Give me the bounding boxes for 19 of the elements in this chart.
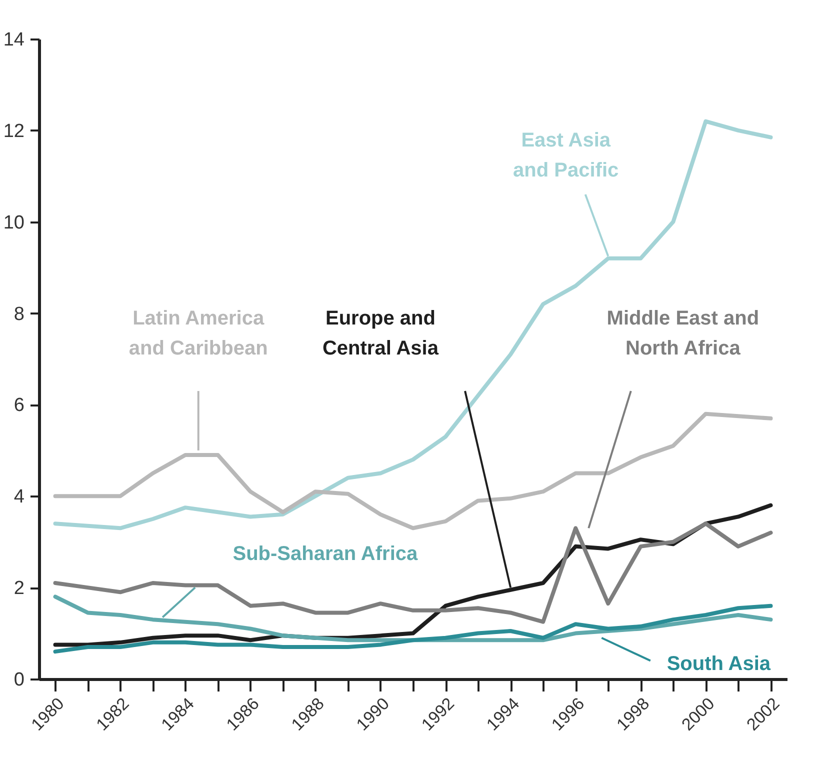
line-series [53,412,773,530]
y-tick-label: 8 [14,304,24,325]
text: Latin America and Caribbean [128,308,268,360]
y-tick-label: 4 [14,486,25,508]
line-series [53,119,773,530]
line-series [53,594,773,642]
text: Middle East and North Africa [606,308,760,360]
y-tick-label: 0 [14,670,24,690]
y-tick-label: 10 [3,212,24,234]
line-series [53,522,773,624]
text: Europe and Central Asia [322,308,440,360]
y-tick-label: 6 [14,395,24,416]
y-tick-label: 14 [3,30,25,50]
y-tick-label: 12 [3,120,24,142]
text: East Asia and Pacific [513,129,619,182]
text: Sub-Saharan Africa [232,543,418,566]
y-tick-label: 2 [14,578,24,600]
series-label: South Asia [666,652,772,675]
line-series [53,604,773,654]
